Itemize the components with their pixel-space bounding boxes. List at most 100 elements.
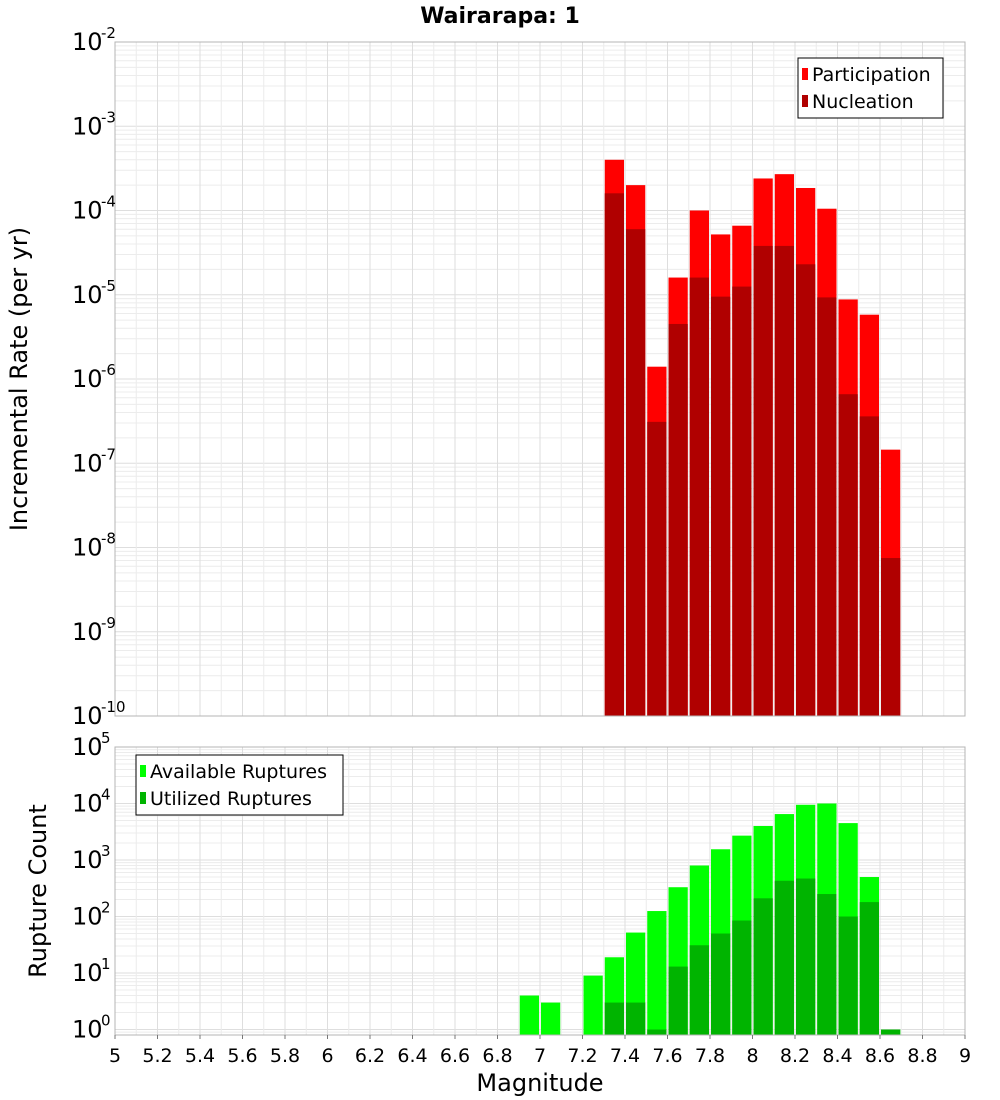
bar-utilized-ruptures (668, 966, 688, 1035)
bar-nucleation (753, 245, 773, 716)
bar-nucleation (796, 264, 816, 716)
legend-entry-utilized-ruptures: Utilized Ruptures (150, 788, 312, 810)
x-tick-label: 6.2 (355, 1045, 385, 1067)
y-tick-exponent: 1 (101, 955, 111, 973)
y-tick-exponent: -3 (101, 108, 116, 126)
bar-nucleation (604, 193, 624, 717)
y-tick-exponent: 2 (101, 899, 111, 917)
bar-available-ruptures (519, 995, 539, 1035)
y-tick-exponent: -9 (101, 614, 116, 632)
x-tick-label: 6 (321, 1045, 333, 1067)
y-tick-label: 10 (72, 846, 103, 874)
x-ticks: 5 5.2 5.4 5.6 5.8 6 6.2 6.4 6.6 6.8 7 7.2 7.4 7.6 7.8 8… (109, 1035, 971, 1067)
y-tick-exponent: -4 (101, 193, 116, 211)
bar-utilized-ruptures (732, 920, 752, 1035)
y-tick-label: 10 (72, 449, 103, 477)
bar-nucleation (838, 394, 858, 716)
x-tick-label: 5.4 (185, 1045, 215, 1067)
y-tick-label: 10 (72, 281, 103, 309)
bar-available-ruptures (583, 975, 603, 1035)
legend-swatch (140, 792, 146, 804)
x-tick-label: 8.6 (865, 1045, 895, 1067)
x-tick-label: 9 (959, 1045, 971, 1067)
x-tick-label: 8 (746, 1045, 758, 1067)
series-utilized-ruptures (604, 878, 901, 1035)
bar-utilized-ruptures (711, 933, 731, 1035)
rate-legend: Participation Nucleation (797, 57, 944, 119)
bar-utilized-ruptures (838, 916, 858, 1035)
count-legend: Available Ruptures Utilized Ruptures (135, 754, 344, 816)
x-tick-label: 7 (534, 1045, 546, 1067)
y-tick-exponent: -6 (101, 361, 116, 379)
bar-utilized-ruptures (796, 878, 816, 1035)
y-tick-label: 10 (72, 702, 103, 730)
legend-swatch (802, 95, 808, 107)
bar-nucleation (626, 229, 646, 717)
y-tick-exponent: -10 (101, 698, 126, 716)
legend-box (135, 754, 344, 816)
x-tick-label: 7.6 (652, 1045, 682, 1067)
bar-nucleation (774, 245, 794, 716)
bar-utilized-ruptures (604, 1002, 624, 1035)
rate-grid (114, 41, 966, 717)
bar-utilized-ruptures (753, 898, 773, 1035)
x-tick-label: 7.8 (695, 1045, 725, 1067)
y-tick-label: 10 (72, 197, 103, 225)
bar-nucleation (711, 296, 731, 716)
y-tick-label: 10 (72, 534, 103, 562)
x-tick-label: 8.4 (822, 1045, 852, 1067)
count-bars (519, 803, 901, 1035)
bar-nucleation (647, 421, 667, 716)
x-tick-label: 8.8 (907, 1045, 937, 1067)
y-tick-exponent: 0 (101, 1012, 111, 1030)
y-tick-label: 10 (72, 733, 103, 761)
y-tick-exponent: -2 (101, 24, 116, 42)
y-tick-exponent: 5 (101, 729, 111, 747)
bar-utilized-ruptures (647, 1029, 667, 1035)
y-tick-exponent: 3 (101, 842, 111, 860)
rate-plot: 10-1010-910-810-710-610-510-410-310-2Inc… (5, 24, 966, 730)
count-y-axis-label: Rupture Count (24, 804, 52, 978)
legend-swatch (140, 765, 146, 777)
bar-utilized-ruptures (774, 880, 794, 1035)
bar-available-ruptures (541, 1002, 561, 1035)
bar-utilized-ruptures (817, 894, 837, 1035)
y-tick-label: 10 (72, 28, 103, 56)
count-grid (114, 746, 966, 1036)
bar-utilized-ruptures (881, 1029, 901, 1035)
bar-nucleation (668, 323, 688, 716)
rate-y-axis-label: Incremental Rate (per yr) (5, 227, 33, 531)
x-tick-label: 5.8 (270, 1045, 300, 1067)
x-tick-label: 5.6 (227, 1045, 257, 1067)
rate-bars (604, 159, 901, 717)
x-axis-label: Magnitude (476, 1069, 603, 1097)
legend-box (797, 57, 944, 119)
bar-nucleation (732, 286, 752, 716)
y-tick-label: 10 (72, 790, 103, 818)
bar-utilized-ruptures (626, 1002, 646, 1035)
y-tick-label: 10 (72, 959, 103, 987)
bar-nucleation (689, 277, 709, 716)
y-tick-exponent: -5 (101, 277, 116, 295)
x-tick-label: 6.8 (482, 1045, 512, 1067)
y-tick-exponent: 4 (101, 786, 111, 804)
y-tick-label: 10 (72, 1016, 103, 1044)
bar-nucleation (817, 297, 837, 716)
x-tick-label: 6.6 (440, 1045, 470, 1067)
bar-nucleation (881, 558, 901, 716)
legend-swatch (802, 68, 808, 80)
x-tick-label: 7.2 (567, 1045, 597, 1067)
x-tick-label: 8.2 (780, 1045, 810, 1067)
series-nucleation (604, 193, 901, 717)
bar-utilized-ruptures (689, 945, 709, 1035)
rate-plot-border (114, 41, 966, 717)
y-tick-label: 10 (72, 365, 103, 393)
y-tick-label: 10 (72, 618, 103, 646)
bar-utilized-ruptures (859, 902, 879, 1035)
x-tick-label: 5.2 (142, 1045, 172, 1067)
chart-title: Wairarapa: 1 (420, 4, 580, 29)
